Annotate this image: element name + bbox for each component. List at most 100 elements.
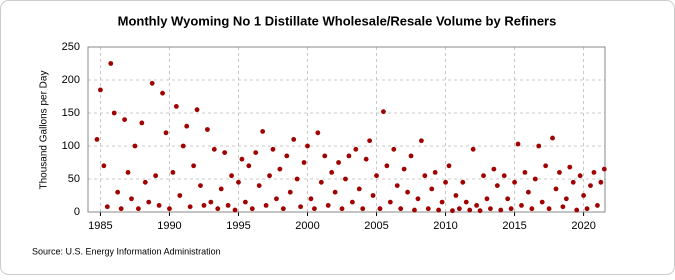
- point: [450, 208, 455, 214]
- point: [101, 163, 107, 169]
- point: [377, 206, 383, 212]
- point: [153, 173, 159, 179]
- point: [225, 203, 231, 208]
- point: [598, 179, 604, 185]
- point: [532, 176, 538, 182]
- point: [412, 207, 417, 213]
- point: [173, 104, 179, 109]
- point: [353, 146, 359, 152]
- point: [432, 170, 438, 175]
- point: [142, 179, 148, 185]
- point: [177, 193, 183, 198]
- point: [339, 206, 345, 212]
- point: [329, 170, 335, 175]
- x-tick-label: 2000: [295, 220, 319, 232]
- point: [263, 203, 269, 208]
- point: [122, 117, 127, 122]
- point: [418, 138, 424, 144]
- point: [312, 206, 317, 212]
- point: [456, 206, 462, 212]
- point: [111, 110, 117, 116]
- point: [184, 123, 190, 129]
- point: [294, 176, 300, 182]
- point: [284, 153, 290, 159]
- point: [581, 193, 587, 198]
- point: [539, 199, 545, 205]
- point: [118, 206, 124, 212]
- x-tick-label: 2005: [364, 220, 388, 232]
- y-tick-label: 200: [62, 74, 80, 86]
- point: [574, 207, 580, 213]
- point: [277, 166, 283, 172]
- y-tick-label: 250: [62, 41, 80, 53]
- point: [108, 61, 114, 66]
- point: [467, 207, 473, 213]
- point: [156, 203, 162, 208]
- point: [470, 146, 476, 152]
- point: [332, 189, 338, 195]
- point: [201, 203, 207, 208]
- point: [229, 173, 234, 179]
- point: [529, 206, 535, 212]
- point: [481, 173, 486, 179]
- point: [349, 199, 355, 205]
- point: [139, 120, 145, 126]
- point: [484, 196, 490, 202]
- point: [394, 183, 400, 189]
- point: [601, 166, 607, 172]
- point: [536, 143, 542, 149]
- point: [553, 186, 559, 192]
- point: [546, 206, 552, 212]
- point: [501, 173, 507, 179]
- point: [170, 170, 176, 175]
- point: [494, 183, 500, 189]
- point: [550, 135, 555, 141]
- point: [232, 207, 238, 213]
- point: [557, 170, 562, 175]
- point: [384, 163, 390, 169]
- point: [405, 189, 410, 195]
- point: [560, 204, 566, 210]
- point: [208, 199, 214, 205]
- point: [415, 196, 421, 202]
- point: [439, 199, 445, 205]
- point: [570, 179, 576, 185]
- point: [477, 208, 483, 214]
- x-tick-label: 2015: [502, 220, 526, 232]
- point: [315, 130, 321, 136]
- point: [563, 196, 569, 202]
- point: [115, 189, 121, 195]
- point: [370, 193, 376, 198]
- point: [187, 204, 193, 210]
- point: [239, 156, 245, 162]
- point: [525, 189, 531, 195]
- point: [584, 206, 590, 212]
- point: [287, 189, 293, 195]
- point: [474, 203, 480, 208]
- point: [322, 153, 328, 159]
- point: [132, 143, 138, 149]
- point: [595, 203, 600, 208]
- point: [242, 199, 248, 205]
- point: [146, 199, 152, 205]
- point: [401, 166, 407, 172]
- point: [391, 146, 397, 152]
- point: [387, 199, 393, 205]
- point: [163, 130, 169, 136]
- point: [256, 183, 262, 189]
- point: [422, 173, 428, 179]
- y-tick-label: 100: [62, 140, 80, 152]
- point: [498, 207, 504, 213]
- point: [363, 156, 369, 162]
- point: [194, 107, 200, 113]
- point: [222, 150, 228, 156]
- point: [260, 129, 266, 134]
- y-tick-label: 50: [68, 173, 80, 185]
- point: [180, 143, 186, 149]
- x-tick-label: 2010: [433, 220, 457, 232]
- point: [463, 199, 469, 205]
- point: [270, 146, 276, 152]
- point: [291, 137, 297, 142]
- point: [167, 206, 172, 212]
